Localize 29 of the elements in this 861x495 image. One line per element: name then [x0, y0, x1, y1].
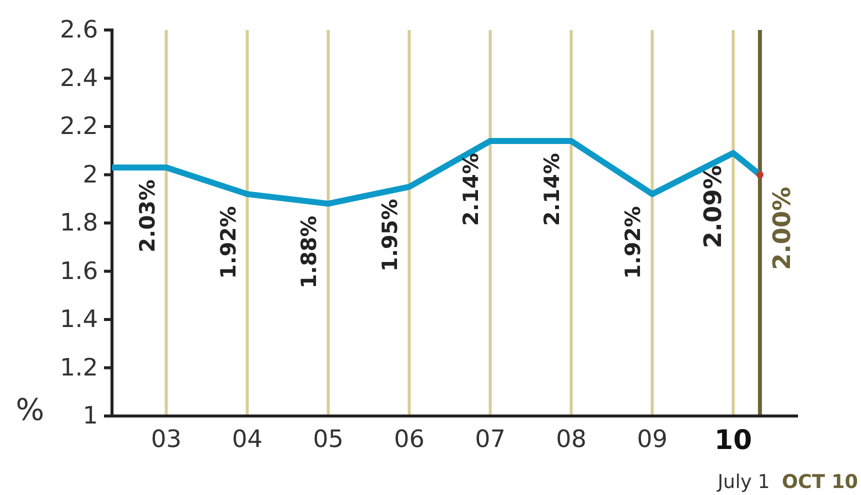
y-tick-label: 1.6 [60, 256, 98, 285]
y-tick-label: 1.4 [60, 305, 98, 334]
data-label: 2.14% [540, 152, 564, 226]
x-tick-label: 07 [474, 425, 506, 454]
x-tick-label: 05 [312, 425, 344, 454]
x-tick-label: 09 [636, 425, 668, 454]
y-tick-label: 2 [82, 160, 98, 188]
y-tick-label: 1.8 [60, 208, 98, 237]
x-tick-label: 10 [714, 425, 752, 456]
data-label: 2.00% [768, 186, 796, 270]
y-tick-label: 1 [82, 402, 98, 430]
data-label: 2.09% [699, 165, 728, 248]
data-label: 2.03% [135, 180, 160, 252]
y-tick-label: 2.6 [60, 16, 98, 44]
x-tick-label: 04 [232, 425, 263, 454]
x-tick-label: 03 [150, 425, 182, 454]
data-label: 2.14% [459, 152, 484, 226]
y-tick-label: 2.4 [60, 64, 98, 92]
text: July 1 [716, 471, 770, 493]
x-tick-label: 08 [556, 425, 586, 454]
y-axis-title: % [16, 393, 44, 428]
data-label: 1.92% [621, 206, 646, 279]
data-label: 1.92% [216, 206, 240, 279]
y-tick-label: 2.2 [60, 112, 98, 140]
ref-line-label: OCT 10 [782, 471, 858, 493]
data-label: 1.95% [378, 198, 402, 272]
data-label: 1.88% [297, 216, 322, 289]
y-tick-label: 1.2 [60, 353, 98, 382]
x-tick-label: 06 [394, 425, 425, 454]
